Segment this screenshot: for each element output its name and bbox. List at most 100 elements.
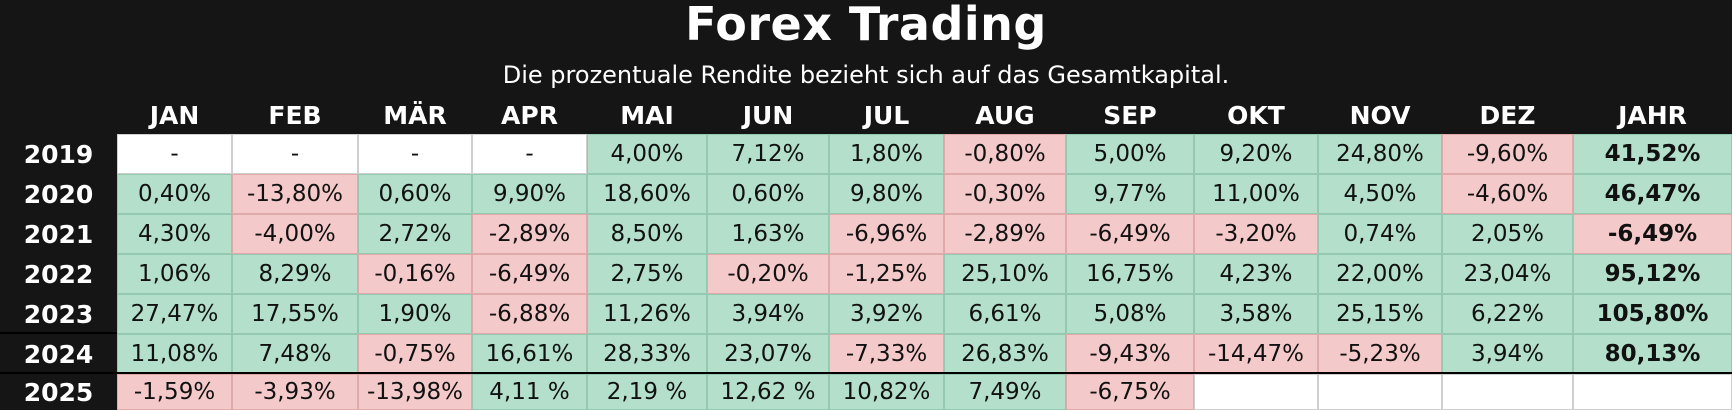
column-header: FEB xyxy=(268,101,322,130)
monthly-return-cell: -6,96% xyxy=(829,214,944,254)
monthly-return-cell: 10,82% xyxy=(829,374,944,410)
page-subtitle: Die prozentuale Rendite bezieht sich auf… xyxy=(502,61,1230,89)
monthly-return-cell: 7,48% xyxy=(232,334,358,374)
monthly-return-cell: 4,50% xyxy=(1318,174,1442,214)
monthly-return-cell: -3,93% xyxy=(232,374,358,410)
row-year-label: 2021 xyxy=(23,219,94,249)
monthly-return-cell: 4,00% xyxy=(587,134,707,174)
table-corner xyxy=(0,97,117,134)
monthly-return-cell: 11,00% xyxy=(1194,174,1318,214)
monthly-return-cell: -1,59% xyxy=(117,374,232,410)
monthly-return-cell: 24,80% xyxy=(1318,134,1442,174)
monthly-return-cell: - xyxy=(358,134,472,174)
returns-table: JAN FEB MÄR APR MAI JUN JUL AUG SEP OKT NOV DEZ JAHR… xyxy=(0,97,1732,410)
column-header: DEZ xyxy=(1479,101,1536,130)
monthly-return-cell: -14,47% xyxy=(1194,334,1318,374)
monthly-return-cell: 23,07% xyxy=(707,334,829,374)
monthly-return-cell: -0,30% xyxy=(944,174,1066,214)
monthly-return-cell: 26,83% xyxy=(944,334,1066,374)
monthly-return-cell: -4,00% xyxy=(232,214,358,254)
column-header: JUN xyxy=(742,101,794,130)
monthly-return-cell: 0,60% xyxy=(358,174,472,214)
monthly-return-cell: 5,00% xyxy=(1066,134,1194,174)
monthly-return-cell: 0,74% xyxy=(1318,214,1442,254)
annual-return-cell: 80,13% xyxy=(1573,334,1732,374)
monthly-return-cell: 25,10% xyxy=(944,254,1066,294)
page-title: Forex Trading xyxy=(685,0,1047,51)
monthly-return-cell: 3,92% xyxy=(829,294,944,334)
annual-return-cell: 95,12% xyxy=(1573,254,1732,294)
monthly-return-cell: 1,80% xyxy=(829,134,944,174)
monthly-return-cell: -0,20% xyxy=(707,254,829,294)
row-divider xyxy=(0,372,1732,374)
monthly-return-cell: 17,55% xyxy=(232,294,358,334)
annual-return-cell: 46,47% xyxy=(1573,174,1732,214)
monthly-return-cell: 9,77% xyxy=(1066,174,1194,214)
monthly-return-cell: -2,89% xyxy=(472,214,587,254)
monthly-return-cell: -5,23% xyxy=(1318,334,1442,374)
monthly-return-cell: 0,40% xyxy=(117,174,232,214)
row-year-label: 2020 xyxy=(23,179,94,209)
annual-return-cell xyxy=(1573,374,1732,410)
column-header: JAHR xyxy=(1618,101,1687,130)
column-header: NOV xyxy=(1349,101,1411,130)
monthly-return-cell: 3,94% xyxy=(1442,334,1573,374)
monthly-return-cell xyxy=(1442,374,1573,410)
monthly-return-cell: 9,90% xyxy=(472,174,587,214)
monthly-return-cell: 1,90% xyxy=(358,294,472,334)
monthly-return-cell: -6,49% xyxy=(472,254,587,294)
monthly-return-cell: 7,12% xyxy=(707,134,829,174)
annual-return-cell: 105,80% xyxy=(1573,294,1732,334)
monthly-return-cell: -2,89% xyxy=(944,214,1066,254)
monthly-return-cell: 0,60% xyxy=(707,174,829,214)
column-header: JUL xyxy=(863,101,910,130)
monthly-return-cell: - xyxy=(472,134,587,174)
monthly-return-cell: 4,23% xyxy=(1194,254,1318,294)
monthly-return-cell: 23,04% xyxy=(1442,254,1573,294)
monthly-return-cell: 18,60% xyxy=(587,174,707,214)
monthly-return-cell: 2,19 % xyxy=(587,374,707,410)
row-year-label: 2022 xyxy=(23,259,94,289)
row-year-label: 2023 xyxy=(23,299,94,329)
row-year-label: 2025 xyxy=(23,377,94,407)
row-year-label: 2019 xyxy=(23,139,94,169)
monthly-return-cell: -0,75% xyxy=(358,334,472,374)
monthly-return-cell: 25,15% xyxy=(1318,294,1442,334)
monthly-return-cell: 9,20% xyxy=(1194,134,1318,174)
monthly-return-cell: -7,33% xyxy=(829,334,944,374)
monthly-return-cell: 7,49% xyxy=(944,374,1066,410)
monthly-return-cell: 28,33% xyxy=(587,334,707,374)
monthly-return-cell: -6,49% xyxy=(1066,214,1194,254)
monthly-return-cell: 9,80% xyxy=(829,174,944,214)
annual-return-cell: 41,52% xyxy=(1573,134,1732,174)
monthly-return-cell: -1,25% xyxy=(829,254,944,294)
monthly-return-cell xyxy=(1194,374,1318,410)
monthly-return-cell: 5,08% xyxy=(1066,294,1194,334)
monthly-return-cell: 3,58% xyxy=(1194,294,1318,334)
monthly-return-cell: 16,75% xyxy=(1066,254,1194,294)
monthly-return-cell: -13,98% xyxy=(358,374,472,410)
column-header: SEP xyxy=(1103,101,1157,130)
monthly-return-cell: 4,11 % xyxy=(472,374,587,410)
monthly-return-cell: 27,47% xyxy=(117,294,232,334)
row-year-label: 2024 xyxy=(23,339,94,369)
monthly-return-cell: -0,80% xyxy=(944,134,1066,174)
monthly-return-cell: -13,80% xyxy=(232,174,358,214)
monthly-return-cell: 4,30% xyxy=(117,214,232,254)
monthly-return-cell: -6,88% xyxy=(472,294,587,334)
monthly-return-cell: 22,00% xyxy=(1318,254,1442,294)
monthly-return-cell: 2,75% xyxy=(587,254,707,294)
row-divider xyxy=(0,332,117,334)
column-header: AUG xyxy=(975,101,1035,130)
column-header: OKT xyxy=(1227,101,1285,130)
column-header: MAI xyxy=(620,101,674,130)
monthly-return-cell: 2,05% xyxy=(1442,214,1573,254)
monthly-return-cell: 8,50% xyxy=(587,214,707,254)
column-header: APR xyxy=(501,101,558,130)
monthly-return-cell: -6,75% xyxy=(1066,374,1194,410)
monthly-return-cell: -4,60% xyxy=(1442,174,1573,214)
monthly-return-cell: -9,43% xyxy=(1066,334,1194,374)
monthly-return-cell: - xyxy=(232,134,358,174)
monthly-return-cell: 1,63% xyxy=(707,214,829,254)
